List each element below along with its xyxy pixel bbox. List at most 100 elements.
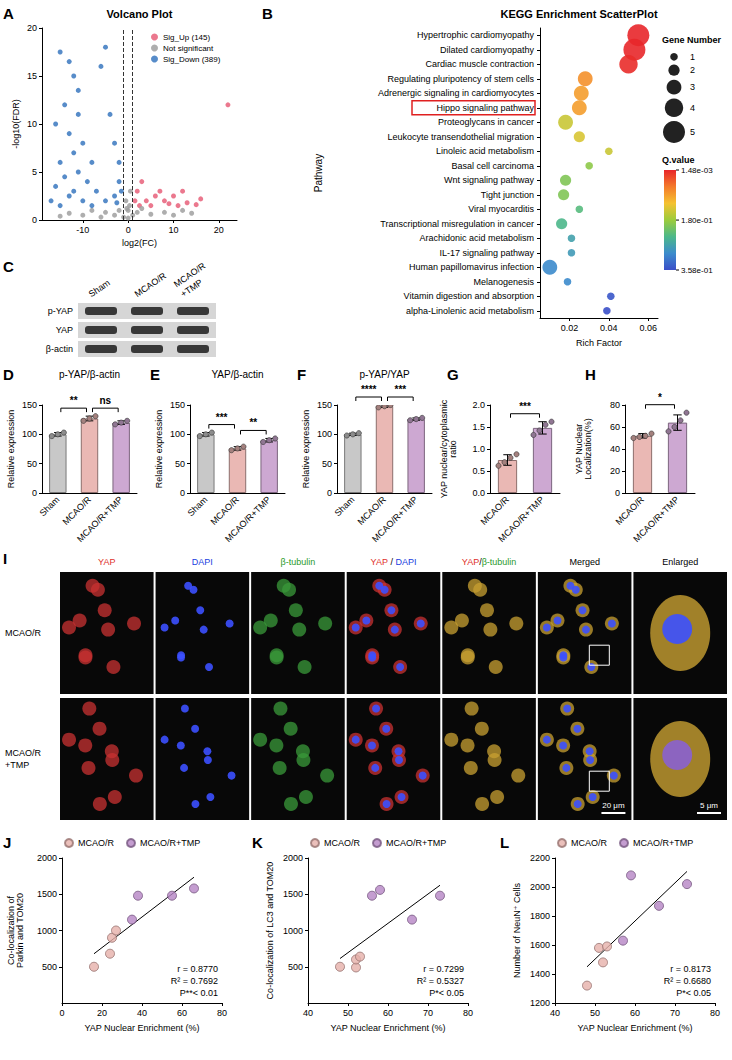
svg-text:50: 50 [322,459,332,469]
svg-text:Relative expression: Relative expression [6,410,16,489]
svg-text:B: B [262,5,273,22]
svg-text:0: 0 [327,488,332,498]
svg-text:Rich Factor: Rich Factor [576,338,622,348]
svg-text:H: H [585,366,596,383]
svg-text:-log10(FDR): -log10(FDR) [11,99,21,149]
svg-text:Vitamin digestion and absorpti: Vitamin digestion and absorption [404,291,534,301]
svg-text:MCAO/R: MCAO/R [61,494,94,527]
svg-text:0.5: 0.5 [472,466,485,476]
svg-text:MCAO/R: MCAO/R [209,494,242,527]
svg-text:60: 60 [610,422,620,432]
svg-text:2.0: 2.0 [472,400,485,410]
svg-text:p-YAP/β-actin: p-YAP/β-actin [59,369,120,380]
svg-text:0.04: 0.04 [600,323,618,333]
svg-text:5: 5 [32,167,37,177]
svg-text:20: 20 [610,466,620,476]
svg-text:Leukocyte transendothelial mig: Leukocyte transendothelial migration [387,132,534,142]
svg-text:3: 3 [690,82,695,92]
svg-text:1000: 1000 [37,926,57,936]
svg-text:Basal cell carcinoma: Basal cell carcinoma [451,161,534,171]
svg-text:alpha-Linolenic acid metabolis: alpha-Linolenic acid metabolism [406,306,534,316]
svg-text:80: 80 [217,1008,227,1018]
svg-text:G: G [447,366,459,383]
svg-text:100: 100 [317,429,332,439]
svg-text:1.5: 1.5 [472,422,485,432]
svg-text:IL-17 signaling pathway: IL-17 signaling pathway [439,248,534,258]
svg-text:150: 150 [170,400,185,410]
svg-text:p-YAP: p-YAP [48,306,73,316]
svg-text:MCAO/R+TMP: MCAO/R+TMP [386,838,446,848]
svg-text:0: 0 [32,215,37,225]
svg-text:Merged: Merged [569,557,600,567]
svg-text:MCAO/R+TMP: MCAO/R+TMP [140,838,200,848]
svg-text:MCAO/R+TMP: MCAO/R+TMP [75,494,125,544]
svg-text:2200: 2200 [530,853,550,863]
svg-text:/: / [388,557,396,567]
svg-text:1500: 1500 [37,889,57,899]
svg-text:Wnt signaling pathway: Wnt signaling pathway [444,175,535,185]
svg-text:60: 60 [383,1008,393,1018]
svg-text:40: 40 [550,1008,560,1018]
svg-text:MCAO/R: MCAO/R [78,838,115,848]
svg-text:p-YAP/YAP: p-YAP/YAP [359,369,410,380]
svg-text:Proteoglycans in cancer: Proteoglycans in cancer [438,117,534,127]
svg-text:β-tubulin: β-tubulin [281,557,316,567]
svg-text:E: E [150,366,160,383]
svg-text:Transcriptional misregulation: Transcriptional misregulation in cancer [380,219,534,229]
svg-text:3.58e-01: 3.58e-01 [681,266,713,275]
svg-text:2000: 2000 [283,853,303,863]
svg-text:20 μm: 20 μm [602,801,625,810]
svg-text:1: 1 [690,52,695,62]
svg-text:80: 80 [710,1008,720,1018]
svg-text:2: 2 [690,65,695,75]
svg-text:Sham: Sham [333,494,357,518]
svg-text:YAP/β-actin: YAP/β-actin [211,369,263,380]
svg-text:80: 80 [463,1008,473,1018]
svg-text:0: 0 [126,225,131,235]
svg-text:0.06: 0.06 [639,323,657,333]
svg-text:A: A [3,5,14,22]
svg-text:*: * [658,392,662,403]
svg-text:1400: 1400 [530,969,550,979]
svg-text:Sig_Down (389): Sig_Down (389) [163,55,221,64]
svg-text:log2(FC): log2(FC) [122,238,157,248]
svg-text:Hypertrophic cardiomyopathy: Hypertrophic cardiomyopathy [417,30,535,40]
svg-text:MCAO/R+TMP: MCAO/R+TMP [223,494,273,544]
svg-text:1500: 1500 [283,889,303,899]
svg-text:Gene Number: Gene Number [662,35,722,45]
svg-text:80: 80 [610,400,620,410]
svg-text:Relative expression: Relative expression [301,410,311,489]
svg-text:Not significant: Not significant [163,44,214,53]
svg-text:10: 10 [169,225,179,235]
svg-text:50: 50 [343,1008,353,1018]
svg-text:0: 0 [615,488,620,498]
svg-text:20: 20 [27,23,37,33]
svg-text:60: 60 [177,1008,187,1018]
svg-text:Relative expression: Relative expression [154,410,164,489]
svg-text:10: 10 [27,119,37,129]
svg-text:1.80e-01: 1.80e-01 [681,216,713,225]
svg-text:ratio: ratio [448,440,458,458]
svg-text:MCAO/R: MCAO/R [571,838,608,848]
svg-text:YAP: YAP [56,325,73,335]
svg-text:40: 40 [610,444,620,454]
svg-text:Localization(%): Localization(%) [583,418,593,480]
svg-text:P*< 0.05: P*< 0.05 [676,988,711,998]
svg-text:YAP Nuclear Enrichment (%): YAP Nuclear Enrichment (%) [577,1023,692,1033]
svg-text:2000: 2000 [530,882,550,892]
svg-text:Q.value: Q.value [662,155,695,165]
svg-text:Human papillomavirus infection: Human papillomavirus infection [409,262,534,272]
svg-text:Co-localization of LC3 and TOM: Co-localization of LC3 and TOM20 [265,862,275,1000]
svg-text:1.48e-03: 1.48e-03 [681,166,713,175]
svg-text:YAP: YAP [371,557,388,567]
svg-text:70: 70 [670,1008,680,1018]
svg-text:DAPI: DAPI [192,557,213,567]
svg-text:50: 50 [175,459,185,469]
svg-text:r = 0.8770: r = 0.8770 [177,964,218,974]
svg-text:****: **** [361,384,377,395]
svg-text:Tight junction: Tight junction [481,190,534,200]
svg-text:F: F [297,366,306,383]
svg-text:Regulating pluripotency of ste: Regulating pluripotency of stem cells [387,74,534,84]
svg-text:5 μm: 5 μm [700,801,718,810]
svg-text:Sham: Sham [186,494,210,518]
